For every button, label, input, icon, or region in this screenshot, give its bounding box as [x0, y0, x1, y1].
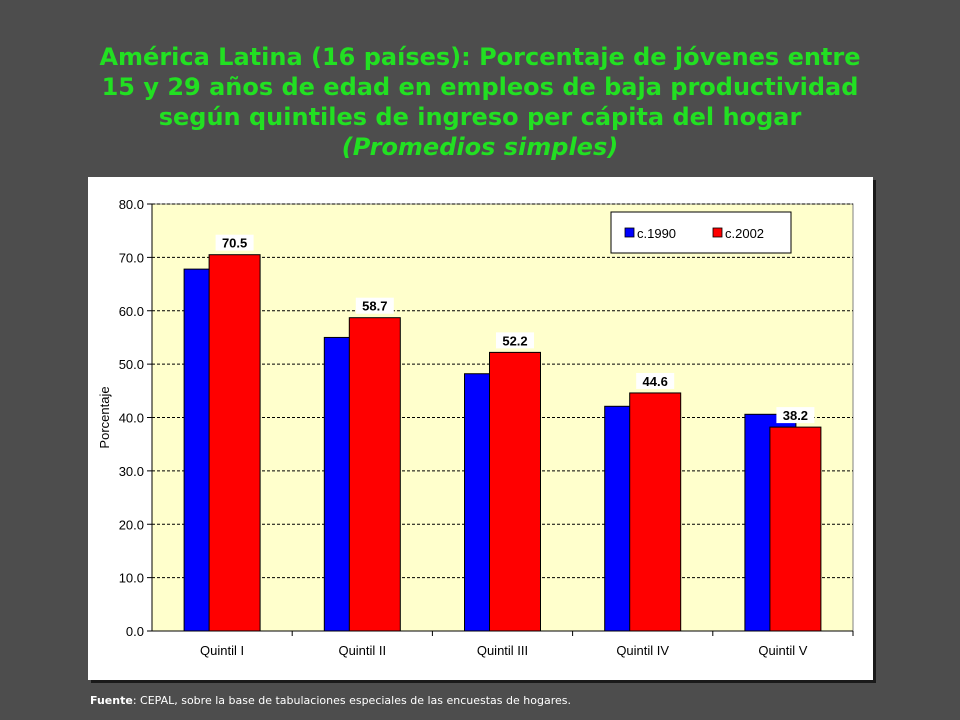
- y-tick-label: 20.0: [119, 517, 144, 532]
- y-tick-label: 70.0: [119, 250, 144, 265]
- bar-c.2002-Quintil II: [348, 317, 401, 632]
- data-label-bg: [215, 234, 254, 251]
- y-axis-label: Porcentaje: [97, 386, 112, 448]
- y-tick-label: 10.0: [119, 571, 144, 586]
- title-line-3: según quintiles de ingreso per cápita de…: [158, 103, 802, 131]
- data-label-bg: [355, 297, 394, 314]
- y-tick-label: 0.0: [126, 624, 144, 639]
- y-tick-label: 60.0: [119, 304, 144, 319]
- legend: [610, 211, 792, 254]
- data-label: 70.5: [222, 236, 247, 251]
- y-tick-label: 30.0: [119, 464, 144, 479]
- x-tick-label: Quintil III: [477, 643, 528, 658]
- source-label: Fuente: [90, 694, 133, 707]
- bar-c.2002-Quintil III: [489, 351, 541, 632]
- source-text: : CEPAL, sobre la base de tabulaciones e…: [132, 694, 571, 707]
- data-label: 52.2: [502, 333, 527, 348]
- bar-c.2002-Quintil I: [208, 254, 261, 632]
- source-note: Fuente: CEPAL, sobre la base de tabulaci…: [90, 694, 940, 707]
- chart-panel: 0.0 10.0 20.0 30.0 40.0 50.0 60.0 70.0 80.0 Porce…: [88, 177, 873, 680]
- chart-subtitle: (Promedios simples): [341, 133, 619, 161]
- data-label: 44.6: [643, 374, 668, 389]
- chart-title: América Latina (16 países): Porcentaje d…: [20, 42, 940, 162]
- bar-chart: 0.0 10.0 20.0 30.0 40.0 50.0 60.0 70.0 80.0 Porce…: [97, 197, 854, 658]
- x-tick-label: Quintil I: [200, 643, 244, 658]
- bar-c.2002-Quintil V: [769, 426, 822, 632]
- legend-label: c.2002: [725, 226, 764, 241]
- y-tick-label: 40.0: [119, 411, 144, 426]
- data-label: 38.2: [783, 408, 808, 423]
- x-tick-label: Quintil V: [758, 643, 807, 658]
- legend-label: c.1990: [637, 226, 676, 241]
- data-label-bg: [776, 407, 815, 424]
- title-line-2: 15 y 29 años de edad en empleos de baja …: [101, 73, 859, 101]
- data-label-bg: [496, 332, 534, 349]
- data-label: 58.7: [362, 299, 387, 314]
- y-tick-label: 80.0: [119, 197, 144, 212]
- data-label-bg: [636, 372, 675, 389]
- legend-swatch-c.2002: [712, 227, 723, 238]
- y-tick-label: 50.0: [119, 357, 144, 372]
- title-line-1: América Latina (16 países): Porcentaje d…: [99, 43, 861, 71]
- bar-c.2002-Quintil IV: [629, 392, 682, 632]
- x-tick-label: Quintil II: [338, 643, 386, 658]
- legend-swatch-c.1990: [624, 227, 635, 238]
- x-tick-label: Quintil IV: [616, 643, 669, 658]
